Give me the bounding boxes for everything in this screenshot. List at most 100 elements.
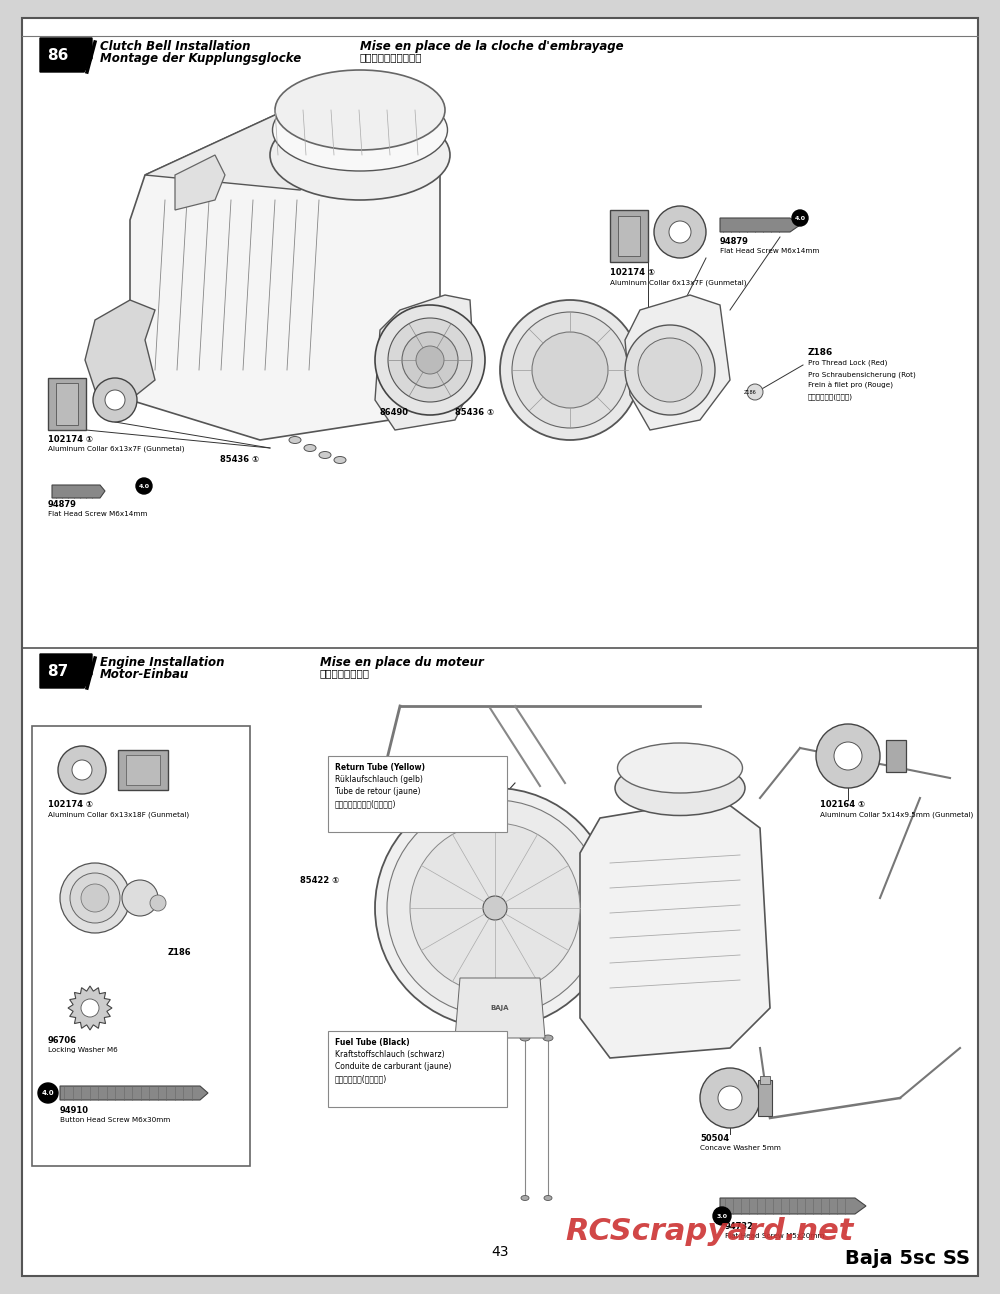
Circle shape <box>81 884 109 912</box>
Text: Button Head Screw M6x30mm: Button Head Screw M6x30mm <box>60 1117 170 1123</box>
Polygon shape <box>68 986 112 1030</box>
Text: 85436 ①: 85436 ① <box>455 408 494 417</box>
Text: 94879: 94879 <box>720 237 749 246</box>
Circle shape <box>532 333 608 408</box>
Ellipse shape <box>275 70 445 150</box>
Circle shape <box>81 999 99 1017</box>
Polygon shape <box>720 1198 866 1214</box>
Ellipse shape <box>334 457 346 463</box>
Polygon shape <box>375 295 475 430</box>
Text: Concave Washer 5mm: Concave Washer 5mm <box>700 1145 781 1150</box>
Circle shape <box>375 788 615 1027</box>
Text: Aluminum Collar 6x13x18F (Gunmetal): Aluminum Collar 6x13x18F (Gunmetal) <box>48 811 189 818</box>
Text: Z186: Z186 <box>744 389 756 395</box>
Polygon shape <box>40 38 92 72</box>
Circle shape <box>150 895 166 911</box>
Circle shape <box>105 389 125 410</box>
Bar <box>48 378 86 430</box>
Ellipse shape <box>520 1035 530 1040</box>
Ellipse shape <box>304 445 316 452</box>
Circle shape <box>375 305 485 415</box>
Circle shape <box>93 378 137 422</box>
Text: Montage der Kupplungsglocke: Montage der Kupplungsglocke <box>100 52 301 65</box>
Circle shape <box>792 210 808 226</box>
Text: エンジンの取付け: エンジンの取付け <box>320 668 370 678</box>
Circle shape <box>58 747 106 795</box>
Text: Z186: Z186 <box>168 949 192 958</box>
Circle shape <box>713 1207 731 1225</box>
Text: Z186: Z186 <box>808 348 833 357</box>
Text: 3.0: 3.0 <box>716 1214 728 1219</box>
Text: Pro Thread Lock (Red): Pro Thread Lock (Red) <box>808 360 887 366</box>
Text: 94732: 94732 <box>725 1222 754 1231</box>
Bar <box>118 751 168 791</box>
Circle shape <box>410 823 580 992</box>
Ellipse shape <box>521 1196 529 1201</box>
Text: RCScrapyard.net: RCScrapyard.net <box>565 1218 853 1246</box>
Polygon shape <box>145 115 420 190</box>
Text: Baja 5sc SS: Baja 5sc SS <box>845 1249 970 1268</box>
Circle shape <box>38 1083 58 1102</box>
Text: 4.0: 4.0 <box>42 1090 54 1096</box>
Text: ネジロック剤(レッド): ネジロック剤(レッド) <box>808 393 853 400</box>
Ellipse shape <box>543 1035 553 1040</box>
Text: Flat Head Screw M6x14mm: Flat Head Screw M6x14mm <box>720 248 819 254</box>
Circle shape <box>483 895 507 920</box>
Circle shape <box>70 873 120 923</box>
Text: Aluminum Collar 6x13x7F (Gunmetal): Aluminum Collar 6x13x7F (Gunmetal) <box>48 446 184 453</box>
Polygon shape <box>60 1086 208 1100</box>
Bar <box>126 754 160 785</box>
Polygon shape <box>52 485 105 498</box>
Circle shape <box>669 221 691 243</box>
FancyBboxPatch shape <box>328 756 507 832</box>
Text: 96706: 96706 <box>48 1036 77 1046</box>
Text: 102174 ①: 102174 ① <box>610 268 655 277</box>
Circle shape <box>625 325 715 415</box>
Polygon shape <box>175 155 225 210</box>
Text: 43: 43 <box>491 1245 509 1259</box>
Text: Motor-Einbau: Motor-Einbau <box>100 668 189 681</box>
Polygon shape <box>625 295 730 430</box>
Ellipse shape <box>544 1196 552 1201</box>
Ellipse shape <box>289 436 301 444</box>
Text: 102174 ①: 102174 ① <box>48 435 93 444</box>
Text: Conduite de carburant (jaune): Conduite de carburant (jaune) <box>335 1062 451 1071</box>
Text: 86: 86 <box>48 48 69 62</box>
Text: リターンチューブ(イエロー): リターンチューブ(イエロー) <box>335 798 396 807</box>
Text: Engine Installation: Engine Installation <box>100 656 224 669</box>
Text: 50504: 50504 <box>700 1134 729 1143</box>
Ellipse shape <box>272 89 448 171</box>
Text: Pro Schraubensicherung (Rot): Pro Schraubensicherung (Rot) <box>808 371 916 378</box>
FancyBboxPatch shape <box>328 1031 507 1106</box>
Ellipse shape <box>319 452 331 458</box>
Circle shape <box>512 312 628 428</box>
Text: 102174 ①: 102174 ① <box>48 800 93 809</box>
Polygon shape <box>130 115 440 440</box>
Circle shape <box>388 318 472 402</box>
Text: 燃料チューブ(ブラック): 燃料チューブ(ブラック) <box>335 1074 387 1083</box>
Circle shape <box>700 1068 760 1128</box>
Polygon shape <box>720 217 800 232</box>
Text: Kraftstoffschlauch (schwarz): Kraftstoffschlauch (schwarz) <box>335 1049 445 1058</box>
Ellipse shape <box>618 743 742 793</box>
Polygon shape <box>85 300 155 400</box>
Text: Fuel Tube (Black): Fuel Tube (Black) <box>335 1038 410 1047</box>
Circle shape <box>718 1086 742 1110</box>
Text: Locking Washer M6: Locking Washer M6 <box>48 1047 118 1053</box>
Text: クラッチベルの取付け: クラッチベルの取付け <box>360 52 422 62</box>
Circle shape <box>387 800 603 1016</box>
Polygon shape <box>40 653 92 688</box>
Circle shape <box>638 338 702 402</box>
Bar <box>610 210 648 261</box>
Circle shape <box>122 880 158 916</box>
Bar <box>618 216 640 256</box>
Text: Flat Head Screw M6x14mm: Flat Head Screw M6x14mm <box>48 511 147 518</box>
Circle shape <box>136 477 152 494</box>
Bar <box>56 383 78 424</box>
Circle shape <box>816 725 880 788</box>
Text: 85436 ①: 85436 ① <box>220 455 259 465</box>
Text: Aluminum Collar 5x14x9.5mm (Gunmetal): Aluminum Collar 5x14x9.5mm (Gunmetal) <box>820 811 973 818</box>
Text: 86490: 86490 <box>380 408 409 417</box>
Text: Frein à filet pro (Rouge): Frein à filet pro (Rouge) <box>808 382 893 389</box>
Text: 102164 ①: 102164 ① <box>820 800 865 809</box>
